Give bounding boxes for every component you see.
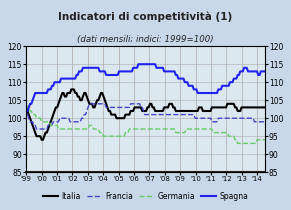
Francia: [35, 128, 38, 130]
Italia: [97, 99, 100, 101]
Spagna: [137, 63, 140, 66]
Line: Spagna: Spagna: [26, 64, 278, 111]
Text: (dati mensili; indici: 1999=100): (dati mensili; indici: 1999=100): [77, 35, 214, 44]
Francia: [24, 106, 28, 109]
Germania: [94, 128, 97, 130]
Italia: [40, 139, 43, 141]
Italia: [168, 102, 171, 105]
Italia: [195, 110, 198, 112]
Francia: [97, 102, 100, 105]
Legend: Italia, Francia, Germania, Spagna: Italia, Francia, Germania, Spagna: [40, 189, 251, 204]
Spagna: [35, 92, 38, 94]
Italia: [70, 88, 73, 91]
Germania: [35, 117, 38, 119]
Francia: [88, 102, 91, 105]
Germania: [236, 142, 239, 145]
Germania: [276, 139, 279, 141]
Germania: [192, 128, 196, 130]
Francia: [195, 117, 198, 119]
Italia: [276, 106, 279, 109]
Francia: [168, 113, 171, 116]
Line: Francia: Francia: [26, 104, 278, 129]
Spagna: [94, 67, 97, 69]
Francia: [36, 128, 40, 130]
Francia: [276, 121, 279, 123]
Germania: [165, 128, 168, 130]
Spagna: [241, 70, 244, 73]
Francia: [263, 121, 267, 123]
Spagna: [24, 110, 28, 112]
Line: Italia: Italia: [26, 89, 278, 140]
Italia: [35, 135, 38, 138]
Spagna: [193, 88, 197, 91]
Spagna: [262, 70, 265, 73]
Italia: [242, 106, 246, 109]
Italia: [263, 106, 267, 109]
Francia: [242, 117, 246, 119]
Germania: [262, 139, 265, 141]
Spagna: [166, 70, 170, 73]
Germania: [24, 102, 28, 105]
Spagna: [276, 70, 279, 73]
Line: Germania: Germania: [26, 104, 278, 143]
Text: Indicatori di competitività (1): Indicatori di competitività (1): [58, 12, 233, 22]
Germania: [241, 142, 244, 145]
Italia: [24, 106, 28, 109]
